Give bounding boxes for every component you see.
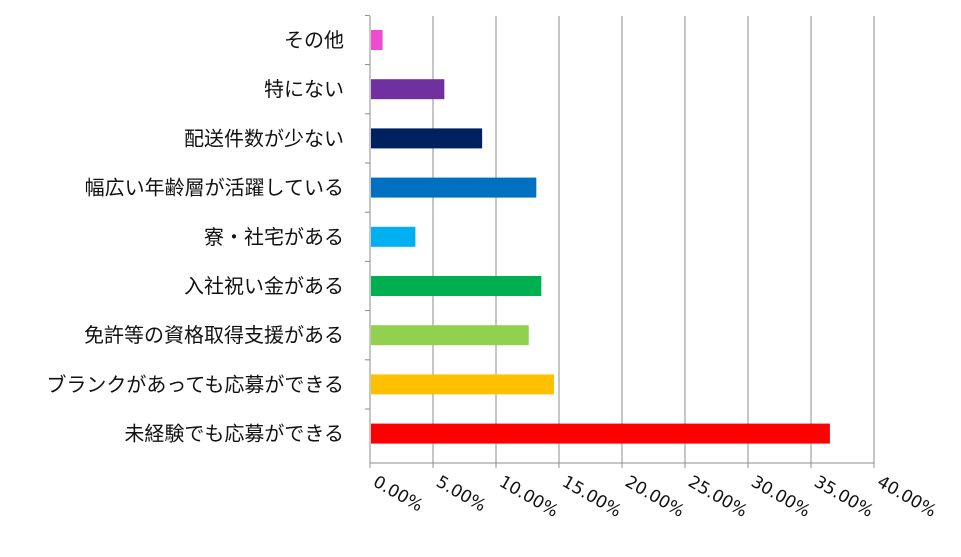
category-labels: その他特にない配送件数が少ない幅広い年齢層が活躍している寮・社宅がある入社祝い金… — [46, 28, 344, 446]
bar — [371, 128, 483, 149]
x-tick-labels: 0.00% 5.00% 10.00%15.00%20.00%25.00%30.00%… — [370, 472, 940, 522]
grid-lines — [432, 16, 875, 463]
x-tick-label: 40.00% — [874, 472, 940, 522]
category-label: 配送件数が少ない — [184, 126, 344, 150]
bars — [371, 30, 830, 444]
x-tick-label: 20.00% — [622, 472, 688, 522]
bar — [371, 79, 445, 100]
bar — [371, 276, 542, 296]
bar — [371, 374, 554, 395]
category-label: 特にない — [264, 77, 344, 101]
category-label: ブランクがあっても応募ができる — [46, 372, 344, 396]
bar — [371, 325, 529, 346]
bar — [371, 226, 416, 247]
x-tick-label: 0.00% — [370, 472, 427, 516]
category-label: 幅広い年齢層が活躍している — [85, 176, 344, 200]
x-tick-label: 10.00% — [496, 472, 562, 522]
category-label: 入社祝い金がある — [184, 274, 344, 298]
x-tick-label: 30.00% — [748, 472, 814, 522]
bar — [371, 177, 537, 198]
category-label: その他 — [284, 28, 344, 52]
x-tick-label: 35.00% — [811, 472, 877, 522]
bar — [371, 30, 383, 50]
category-label: 免許等の資格取得支援がある — [84, 323, 344, 347]
x-tick-label: 25.00% — [685, 472, 751, 522]
x-tick-label: 15.00% — [559, 472, 625, 522]
axes — [365, 14, 875, 468]
category-label: 寮・社宅がある — [204, 225, 344, 249]
bar — [371, 423, 830, 444]
category-label: 未経験でも応募ができる — [124, 422, 344, 446]
x-tick-label: 5.00% — [433, 472, 490, 516]
